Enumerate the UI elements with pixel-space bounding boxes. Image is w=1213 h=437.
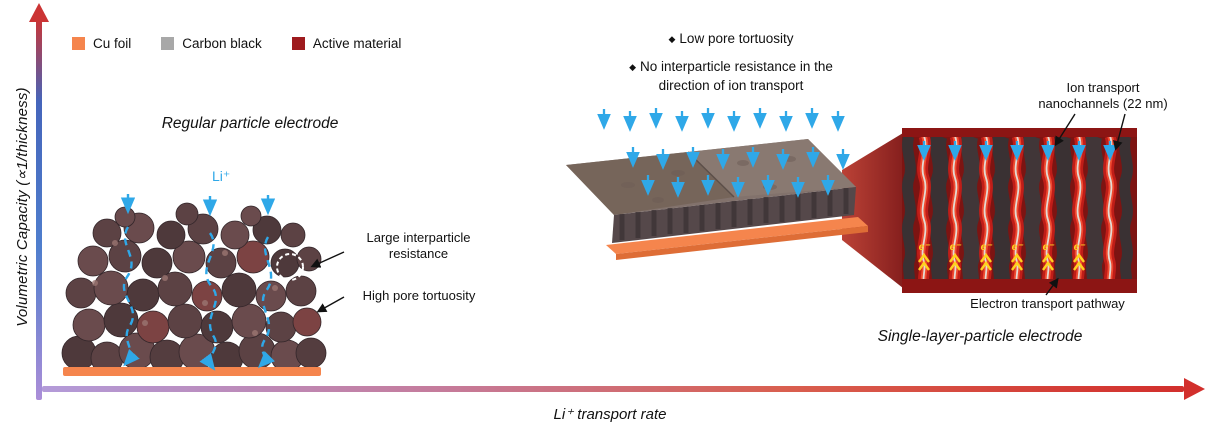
regular-electrode-illustration (61, 194, 327, 376)
regular-electrode-title: Regular particle electrode (161, 115, 339, 132)
interparticle-resistance-highlight (276, 253, 304, 281)
ion-arrows (917, 141, 1117, 161)
feature-bullets: ◆ Low pore tortuosity ◆ No interparticle r… (596, 30, 866, 96)
diamond-bullet-icon: ◆ (668, 34, 676, 44)
cu-foil-swatch (72, 37, 85, 50)
bullet-text: No interparticle resistance in the direc… (640, 58, 833, 93)
annotation-pore-tortuosity: High pore tortuosity (362, 288, 476, 303)
electron-label: e⁻ (919, 242, 932, 253)
cu-foil-base (606, 217, 868, 254)
electron-label: e⁻ (1074, 242, 1087, 253)
legend-label-carbon-black: Carbon black (182, 36, 262, 51)
electron-label: e⁻ (981, 242, 994, 253)
y-axis-label: Volumetric Capacity (∝1/thickness) (14, 87, 31, 327)
cu-foil-base-edge (616, 226, 868, 260)
y-axis-arrowhead-icon (29, 3, 49, 22)
y-axis-line (36, 18, 42, 400)
electron-label: e⁻ (950, 242, 963, 253)
legend: Cu foil Carbon black Active material (72, 36, 401, 51)
li-ion-label: Li⁺ (212, 168, 231, 184)
electron-label: e⁻ (1043, 242, 1056, 253)
bullet-text: Low pore tortuosity (679, 31, 794, 46)
legend-item-cu-foil: Cu foil (72, 36, 131, 51)
electron-labels: e⁻ e⁻ e⁻ e⁻ e⁻ e⁻ (919, 242, 1087, 253)
single-layer-slab-illustration (566, 108, 868, 260)
legend-label-cu-foil: Cu foil (93, 36, 132, 51)
particle-mass (61, 202, 327, 375)
nanochannel-inset: e⁻ e⁻ e⁻ e⁻ e⁻ e⁻ (902, 128, 1137, 293)
diamond-bullet-icon: ◆ (629, 61, 637, 72)
bullet-no-resistance: ◆ No interparticle resistance in the dire… (614, 58, 849, 96)
legend-item-carbon-black: Carbon black (161, 36, 262, 51)
x-axis-arrowhead-icon (1184, 378, 1205, 400)
legend-item-active-material: Active material (291, 36, 402, 51)
active-material-swatch (291, 37, 305, 50)
bullet-low-tortuosity: ◆ Low pore tortuosity (596, 30, 866, 49)
x-axis-label: Li⁺ transport rate (553, 406, 667, 423)
carbon-black-swatch (161, 37, 175, 50)
single-layer-electrode-title: Single-layer-particle electrode (877, 328, 1083, 345)
electron-label: e⁻ (1012, 242, 1025, 253)
electron-pathway-label: Electron transport pathway (970, 296, 1125, 311)
ion-arrows (597, 108, 850, 198)
annotation-interparticle-resistance: Large interparticle resistance (366, 230, 471, 262)
electron-arrows (918, 252, 1085, 271)
ion-path-arrows (120, 194, 276, 371)
magnifier-cone (842, 130, 908, 292)
cu-foil-base (63, 367, 321, 376)
nanochannel-label: Ion transport nanochannels (22 nm) (1038, 80, 1168, 112)
legend-label-active-material: Active material (312, 36, 402, 51)
